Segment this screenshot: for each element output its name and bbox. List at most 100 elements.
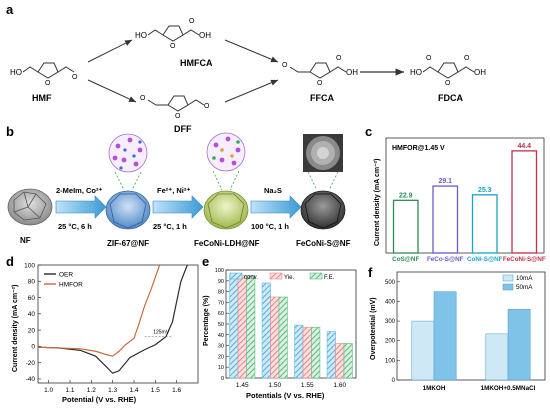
- y-tick-label: 20: [218, 354, 224, 360]
- step-2-condition: 25 °C, 1 h: [153, 222, 187, 231]
- step-arrow-3: Na₂S 100 °C, 1 h: [250, 186, 302, 231]
- panel-f: f Overpotential (mV) 0 100 200 300 400 500 1MK…: [368, 265, 546, 392]
- y-tick-label: 70: [218, 300, 224, 306]
- category-label: 1MKOH: [423, 385, 446, 392]
- x-tick-label: 1.0: [44, 387, 53, 394]
- value-label: 29.1: [438, 178, 452, 185]
- material-zif67: ZIF-67@NF: [107, 239, 149, 248]
- legend-swatch: [502, 283, 514, 291]
- fdca-ho-label: HO: [410, 68, 422, 77]
- y-tick-label: 0: [221, 376, 224, 382]
- material-feconis: FeCoNi-S@NF: [296, 239, 351, 248]
- chart-d-ylabel: Current density (mA cm⁻²): [12, 285, 19, 372]
- panel-b: b NF 2-MeIm, Co²⁺ 25 °C, 6 h ZIF-67@NF: [6, 124, 351, 248]
- hmf-ald-o: O: [72, 74, 78, 81]
- bar-conv: [326, 331, 336, 379]
- bar-10ma: [485, 333, 509, 381]
- panel-e: e Percentage (%) Potentials (V vs. RHE) …: [202, 254, 357, 400]
- value-label: 25.3: [478, 187, 492, 194]
- bar-feco-s-nf: [432, 185, 459, 254]
- bar-conv: [294, 324, 304, 379]
- chart-c-annotation: HMFOR@1.45 V: [392, 145, 445, 152]
- chart-e-ylabel: Percentage (%): [203, 295, 210, 346]
- y-tick-label: 10: [218, 365, 224, 371]
- hmf-ho-label: HO: [10, 68, 22, 77]
- legend-label: conv.: [244, 275, 258, 281]
- chart-c-marks: 22.9 CoS@NF 29.1 FeCo-S@NF 25.3 CoNi-S@NF 44.4…: [392, 143, 546, 263]
- fdca-o-right: O: [464, 55, 470, 62]
- dff-o-left: O: [140, 95, 146, 102]
- step-2-reagent: Fe²⁺, Ni²⁺: [157, 186, 190, 195]
- bar-fe: [246, 275, 256, 379]
- value-label: 44.4: [517, 143, 531, 150]
- legend-label: Yie.: [284, 275, 294, 281]
- y-tick-label: 500: [385, 280, 396, 286]
- label-hmfca: HMFCA: [180, 58, 213, 68]
- bar-fe: [311, 326, 321, 379]
- arrow-hmfca-ffca: [224, 39, 279, 63]
- y-tick-label: 300: [385, 319, 396, 325]
- legend-label: OER: [59, 271, 73, 278]
- material-nf: NF: [20, 236, 31, 245]
- fdca-ring-o: O: [445, 80, 451, 87]
- zif67-structure: ZIF-67@NF: [105, 133, 151, 248]
- y-tick-label: -40: [26, 376, 36, 383]
- molecule-hmf: HO O O HMF: [10, 62, 78, 103]
- hmf-ring-o: O: [45, 80, 51, 87]
- legend-label: 10mA: [516, 275, 533, 282]
- bar-coni-s-nf: [471, 194, 498, 254]
- y-tick-label: 50: [218, 322, 224, 328]
- x-tick-label: 1.3: [108, 387, 117, 394]
- sulfide-structure: FeCoNi-S@NF: [296, 134, 351, 248]
- bar-feconi-s-nf: [511, 150, 538, 254]
- category-label: 1.60: [333, 382, 346, 389]
- step-arrow-2: Fe²⁺, Ni²⁺ 25 °C, 1 h: [152, 186, 204, 231]
- legend-swatch: [309, 272, 323, 280]
- bar-yie: [335, 343, 345, 379]
- chart-e-xlabel: Potentials (V vs. RHE): [246, 391, 325, 400]
- chart-f-frame: [396, 271, 546, 381]
- panel-label-c: c: [365, 124, 372, 139]
- hmfca-oh-label: OH: [199, 31, 211, 40]
- y-tick-label: 100: [215, 268, 224, 274]
- molecule-dff: O O O DFF: [140, 95, 210, 134]
- series-oer-line: [37, 264, 188, 374]
- category-label: CoS@NF: [392, 256, 419, 263]
- value-label: 22.9: [399, 192, 413, 199]
- label-dff: DFF: [174, 124, 192, 134]
- x-tick-label: 1.1: [65, 387, 74, 394]
- panel-label-e: e: [202, 254, 209, 269]
- legend-swatch: [229, 272, 243, 280]
- chart-c-ylabel: Current density (mA cm⁻²): [374, 159, 381, 246]
- label-ffca: FFCA: [310, 93, 334, 103]
- step-1-condition: 25 °C, 6 h: [58, 222, 92, 231]
- panel-a: a HO O O HMF HO O O OH HMFCA O O: [6, 2, 486, 134]
- chart-f-marks: 0 100 200 300 400 500 1MKOH 1MKOH+0.5MNaCl 10mA 5…: [385, 274, 536, 392]
- hmfca-acid-o: O: [189, 18, 195, 25]
- y-tick-label: 80: [28, 279, 36, 286]
- bar-50ma: [433, 291, 457, 381]
- y-tick-label: 30: [218, 344, 224, 350]
- label-fdca: FDCA: [438, 93, 463, 103]
- category-label: 1.55: [301, 382, 314, 389]
- panel-c: c HMFOR@1.45 V Current density (mA cm⁻²)…: [365, 124, 546, 263]
- chart-e-marks: 0 10 20 30 40 50 60 70 80 90 100 1.45 1.50 1.55 1.60 co…: [215, 268, 353, 389]
- y-tick-label: -20: [26, 360, 36, 367]
- label-hmf: HMF: [32, 93, 52, 103]
- arrow-dff-ffca: [224, 79, 279, 103]
- category-label: 1.45: [236, 382, 249, 389]
- bar-cos-nf: [392, 199, 419, 254]
- bar-fe: [343, 343, 353, 379]
- series-hmfor-line: [37, 264, 161, 357]
- category-label: FeCo-S@NF: [427, 256, 464, 263]
- bar-fe: [278, 296, 288, 379]
- x-tick-label: 1.4: [129, 387, 138, 394]
- molecule-hmfca: HO O O OH HMFCA: [135, 18, 213, 68]
- fdca-o-left: O: [426, 55, 432, 62]
- y-tick-label: 80: [218, 290, 224, 296]
- legend-swatch: [269, 272, 283, 280]
- panel-label-a: a: [6, 2, 14, 17]
- y-tick-label: 60: [28, 295, 36, 302]
- panel-d: d Current density (mA cm⁻²) Potential (V…: [6, 254, 199, 404]
- ffca-acid-o: O: [336, 55, 342, 62]
